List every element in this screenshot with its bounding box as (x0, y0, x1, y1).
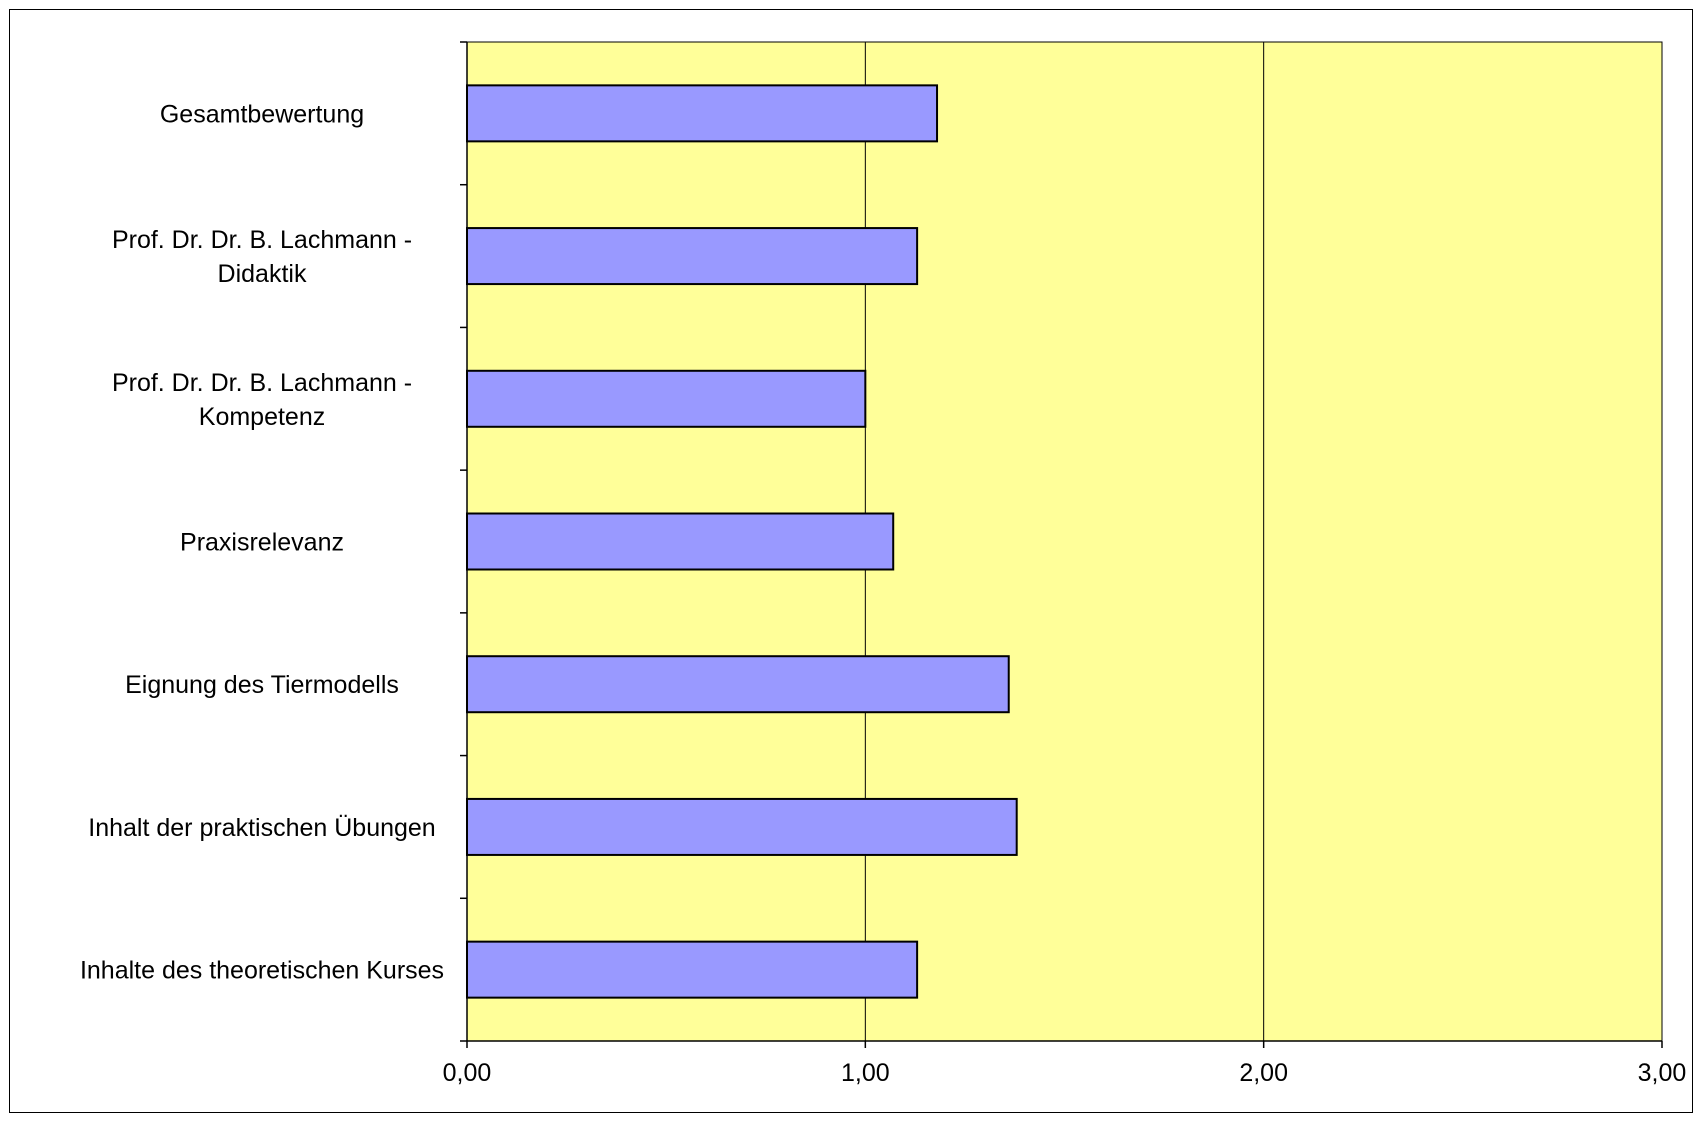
x-tick-label: 0,00 (443, 1059, 492, 1087)
bar (466, 655, 1010, 714)
category-label: Gesamtbewertung (160, 100, 364, 128)
category-labels: Gesamtbewertung Prof. Dr. Dr. B. Lachmann… (80, 100, 444, 984)
x-tick-label: 2,00 (1239, 1059, 1288, 1087)
bars (466, 84, 1018, 999)
x-tick-labels: 0,00 1,00 2,00 3,00 (443, 1059, 1687, 1087)
category-label: Inhalt der praktischen Übungen (88, 814, 435, 842)
bar (466, 940, 919, 999)
bar (466, 797, 1018, 856)
category-label: Prof. Dr. Dr. B. Lachmann -Kompetenz (112, 369, 412, 431)
axes (460, 41, 1663, 1048)
category-label: Eignung des Tiermodells (125, 671, 399, 699)
bar (466, 227, 919, 286)
bar (466, 369, 867, 428)
bar (466, 84, 939, 143)
bar (466, 512, 895, 571)
category-label: Inhalte des theoretischen Kurses (80, 957, 444, 985)
category-label: Praxisrelevanz (180, 529, 344, 557)
category-label: Prof. Dr. Dr. B. Lachmann -Didaktik (112, 226, 412, 288)
x-tick-label: 1,00 (841, 1059, 890, 1087)
x-tick-label: 3,00 (1638, 1059, 1687, 1087)
